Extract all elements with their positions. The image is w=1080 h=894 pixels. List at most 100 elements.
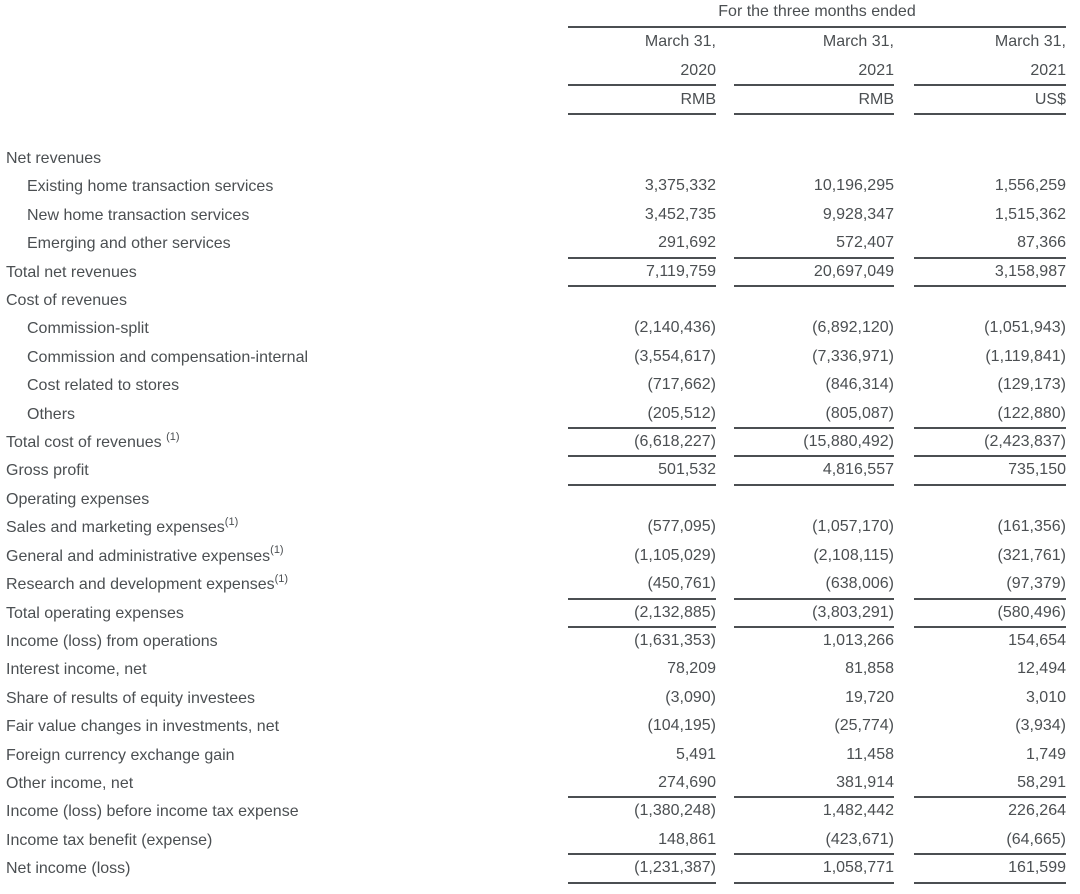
col3-currency-label: US$ — [914, 86, 1066, 115]
table-row: General and administrative expenses(1) (1… — [0, 543, 1066, 571]
table-row: Net income (loss) (1,231,387) 1,058,771 161… — [0, 855, 1066, 884]
value-cell: (846,314) — [825, 376, 895, 394]
row-label: Income tax benefit (expense) — [6, 831, 213, 849]
table-row: New home transaction services 3,452,735 9,… — [0, 202, 1066, 230]
value-cell — [568, 145, 716, 173]
value-cell: 3,010 — [1025, 688, 1066, 706]
table-row: Income (loss) from operations (1,631,353)… — [0, 628, 1066, 656]
value-cell: (1,057,170) — [812, 518, 894, 536]
value-cell: 3,452,735 — [644, 205, 716, 223]
table-row: Research and development expenses(1) (450… — [0, 571, 1066, 600]
table-row: Foreign currency exchange gain 5,491 11,45… — [0, 742, 1066, 770]
col3-period-label: March 31, — [994, 33, 1066, 50]
value-cell: (3,934) — [1015, 717, 1066, 735]
row-label: Sales and marketing expenses(1) — [6, 515, 239, 537]
value-cell: (577,095) — [647, 518, 717, 536]
value-cell — [914, 287, 1066, 315]
value-cell: (104,195) — [647, 717, 717, 735]
section-header-row: Operating expenses — [0, 486, 1066, 514]
footnote-marker: (1) — [166, 430, 180, 443]
row-label: General and administrative expenses(1) — [6, 544, 284, 565]
value-cell: 1,482,442 — [822, 802, 894, 820]
value-cell — [734, 287, 894, 315]
row-label: Income (loss) before income tax expense — [6, 803, 299, 821]
value-cell: (423,671) — [734, 827, 894, 856]
value-cell: (1,231,387) — [568, 855, 716, 884]
value-cell: 81,858 — [845, 660, 894, 678]
value-cell: 5,491 — [675, 745, 716, 763]
value-cell: (1,105,029) — [634, 546, 716, 564]
row-label: Net income (loss) — [6, 860, 131, 878]
row-label: Commission-split — [27, 320, 149, 338]
value-cell: 7,119,759 — [568, 259, 716, 288]
table-row: Sales and marketing expenses(1) (577,095)… — [0, 514, 1066, 542]
value-cell — [568, 486, 716, 514]
row-label: Emerging and other services — [27, 235, 231, 253]
row-label: Total net revenues — [6, 263, 137, 281]
value-cell: (2,140,436) — [634, 319, 716, 337]
table-row: Fair value changes in investments, net (1… — [0, 713, 1066, 741]
value-cell: 78,209 — [667, 660, 716, 678]
row-label: Net revenues — [6, 150, 102, 167]
table-row: Existing home transaction services 3,375,… — [0, 173, 1066, 201]
row-label: Share of results of equity investees — [6, 689, 256, 707]
value-cell: (129,173) — [997, 376, 1067, 394]
value-cell — [734, 486, 894, 514]
footnote-marker: (1) — [270, 544, 284, 557]
value-cell: (1,631,353) — [634, 631, 716, 649]
value-cell: 87,366 — [914, 230, 1066, 259]
period-header-title: For the three months ended — [568, 3, 1066, 28]
col3-year-label: 2021 — [914, 57, 1066, 86]
col2-period-label: March 31, — [822, 33, 894, 50]
value-cell: 161,599 — [914, 855, 1066, 884]
value-cell: 4,816,557 — [734, 457, 894, 486]
value-cell: (805,087) — [734, 401, 894, 430]
footnote-marker: (1) — [274, 572, 289, 585]
col1-currency-label: RMB — [568, 86, 716, 115]
value-cell — [568, 287, 716, 315]
value-cell: (3,554,617) — [634, 347, 716, 365]
row-label: Commission and compensation-internal — [27, 348, 309, 366]
value-cell: (1,380,248) — [634, 802, 716, 820]
value-cell: 58,291 — [914, 770, 1066, 799]
col2-year-label: 2021 — [734, 57, 894, 86]
table-row: Total net revenues 7,119,759 20,697,049 3,1… — [0, 259, 1066, 288]
section-header-row: Cost of revenues — [0, 287, 1066, 315]
row-label: New home transaction services — [27, 206, 250, 224]
value-cell: 154,654 — [1008, 631, 1066, 649]
table-row: Share of results of equity investees (3,0… — [0, 685, 1066, 713]
header-currency-row: RMB RMB US$ — [0, 86, 1066, 115]
value-cell: (3,803,291) — [734, 600, 894, 628]
table-row: Others (205,512) (805,087) (122,880) — [0, 401, 1066, 430]
row-label: Other income, net — [6, 774, 134, 792]
value-cell: (122,880) — [914, 401, 1066, 430]
value-cell: (2,132,885) — [568, 600, 716, 628]
value-cell: (15,880,492) — [734, 429, 894, 458]
section-header-row: Net revenues — [0, 145, 1066, 173]
header-year-row: 2020 2021 2021 — [0, 57, 1066, 86]
value-cell: (7,336,971) — [812, 347, 894, 365]
table-row: Emerging and other services 291,692 572,40… — [0, 230, 1066, 259]
col1-year-label: 2020 — [568, 57, 716, 86]
value-cell: (25,774) — [834, 717, 894, 735]
value-cell: 3,158,987 — [914, 259, 1066, 288]
value-cell: 10,196,295 — [813, 177, 894, 195]
value-cell: 572,407 — [734, 230, 894, 259]
value-cell: (97,379) — [914, 571, 1066, 600]
row-label: Gross profit — [6, 462, 89, 480]
value-cell: (321,761) — [997, 546, 1067, 564]
row-label: Existing home transaction services — [27, 178, 274, 196]
value-cell: (450,761) — [568, 571, 716, 600]
value-cell: 1,749 — [1025, 745, 1066, 763]
value-cell: (64,665) — [914, 827, 1066, 856]
value-cell: (1,119,841) — [985, 347, 1066, 365]
col1-period-label: March 31, — [644, 33, 716, 50]
table-row: Cost related to stores (717,662) (846,314)… — [0, 372, 1066, 400]
value-cell: (6,892,120) — [812, 319, 894, 337]
value-cell: 12,494 — [1017, 660, 1066, 678]
value-cell: (6,618,227) — [568, 429, 716, 458]
table-body: Net revenues Existing home transaction se… — [0, 145, 1066, 884]
value-cell: 226,264 — [1008, 802, 1066, 820]
value-cell: 9,928,347 — [822, 205, 894, 223]
table-header: For the three months ended — [0, 0, 1066, 28]
